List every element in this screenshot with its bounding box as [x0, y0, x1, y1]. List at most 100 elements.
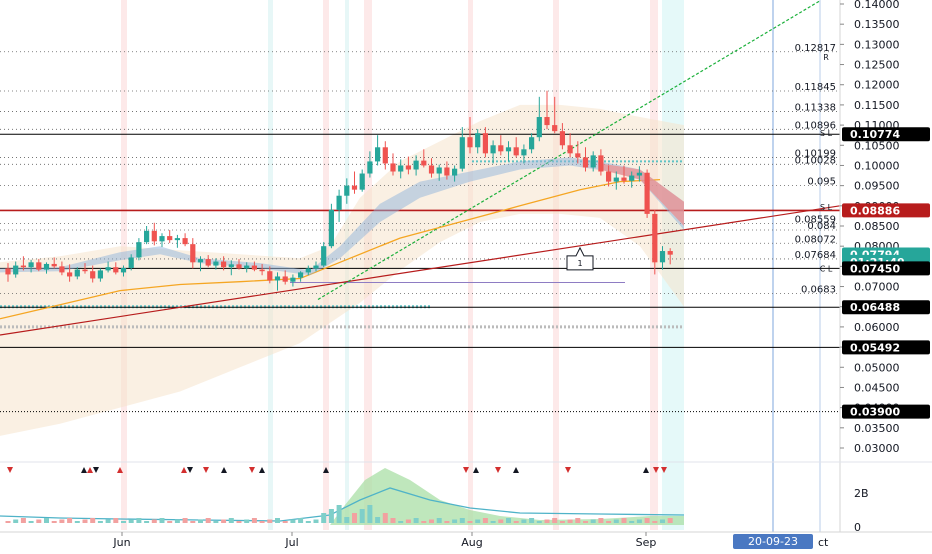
signal-triangle	[181, 467, 187, 473]
volume-bar	[613, 519, 619, 523]
red-trendline	[0, 205, 841, 336]
volume-bar	[298, 518, 304, 523]
candle-body	[629, 175, 635, 181]
volume-bar	[244, 519, 250, 523]
candle-body	[659, 251, 666, 263]
price-badge	[842, 404, 930, 419]
candle-body	[136, 242, 142, 258]
volume-bar	[275, 518, 280, 523]
volume-bar	[182, 518, 188, 523]
candle-body	[120, 267, 127, 273]
volume-bar	[167, 521, 173, 523]
level-label: 0.10028	[795, 155, 836, 166]
candle-body	[190, 244, 196, 263]
candle-body	[244, 265, 250, 269]
candle-body	[613, 177, 619, 182]
candle-body	[536, 117, 542, 138]
candle-body	[459, 137, 465, 169]
level-label: 0.10896	[795, 120, 836, 131]
annotation-marker-label: 1	[577, 259, 582, 268]
volume-bar	[151, 519, 157, 523]
time-cursor-label: 20-09-23	[748, 535, 798, 548]
volume-bar	[444, 521, 450, 523]
price-badge	[842, 300, 930, 315]
volume-bar	[367, 505, 373, 523]
volume-bar	[583, 521, 588, 523]
signal-triangle	[643, 467, 649, 473]
price-badge-label: 0.05492	[850, 341, 900, 354]
signal-triangle	[81, 467, 87, 473]
volume-bar	[290, 519, 296, 523]
volume-bar	[190, 521, 196, 523]
volume-bar	[636, 519, 642, 523]
candle-body	[490, 145, 496, 154]
candle-body	[144, 230, 150, 243]
volume-bar	[144, 521, 150, 523]
volume-bar	[552, 518, 558, 523]
level-label: 0.07684	[795, 250, 836, 261]
candle-body	[105, 267, 111, 271]
price-badge	[842, 203, 930, 218]
volume-bar	[259, 521, 265, 523]
candle-body	[475, 133, 481, 148]
candle-body	[482, 133, 488, 154]
volume-bar	[267, 519, 273, 523]
volume-bar	[13, 519, 19, 523]
candle-body	[582, 157, 589, 168]
volume-bar	[82, 519, 88, 523]
volume-bar	[452, 519, 458, 523]
volume-bar	[221, 519, 227, 523]
candle-body	[298, 272, 304, 278]
volume-bar	[660, 519, 665, 523]
candle-body	[305, 268, 311, 273]
volume-bar	[313, 519, 319, 523]
volume-bar	[105, 519, 111, 523]
candle-body	[82, 269, 88, 272]
highlight-stripe	[553, 0, 559, 530]
volume-bar	[521, 519, 527, 523]
candle-body	[74, 269, 80, 277]
candle-body	[621, 177, 627, 181]
candle-body	[636, 172, 642, 176]
volume-bar	[74, 521, 80, 523]
volume-bar	[544, 519, 550, 523]
candle-body	[444, 167, 450, 176]
volume-bar	[251, 518, 257, 523]
volume-bar	[390, 518, 396, 523]
volume-bar	[429, 519, 434, 523]
signal-triangle	[249, 467, 255, 473]
candle-body	[667, 251, 673, 255]
price-tick-label: 0.14000	[854, 0, 900, 11]
level-label: 0.11338	[795, 102, 836, 113]
candle-body	[5, 268, 11, 275]
volume-bar	[282, 521, 288, 523]
time-tick-label: Sep	[636, 536, 657, 549]
volume-bar	[667, 518, 673, 523]
candle-body	[113, 267, 119, 273]
signal-triangle	[323, 467, 329, 473]
signal-triangle	[117, 467, 123, 473]
candle-body	[274, 276, 281, 281]
volume-bar	[513, 521, 519, 523]
volume-bar	[559, 521, 565, 523]
candle-body	[529, 137, 535, 150]
volume-bar	[328, 509, 334, 523]
volume-bar	[467, 521, 473, 523]
volume-bar	[421, 521, 427, 523]
candle-body	[398, 165, 404, 172]
volume-bar	[205, 518, 211, 523]
volume-average-line	[0, 487, 685, 522]
candle-body	[182, 238, 188, 245]
candle-body	[598, 155, 604, 172]
bollinger-band	[0, 104, 684, 436]
candle-body	[36, 262, 42, 270]
time-cursor-badge	[733, 534, 813, 549]
candle-body	[421, 160, 427, 166]
candle-body	[259, 269, 265, 272]
candle-body	[390, 163, 396, 172]
volume-tick-label: 0	[854, 521, 861, 534]
signal-triangle	[187, 467, 193, 473]
level-mark: C L	[820, 264, 833, 273]
candle-body	[428, 165, 435, 174]
